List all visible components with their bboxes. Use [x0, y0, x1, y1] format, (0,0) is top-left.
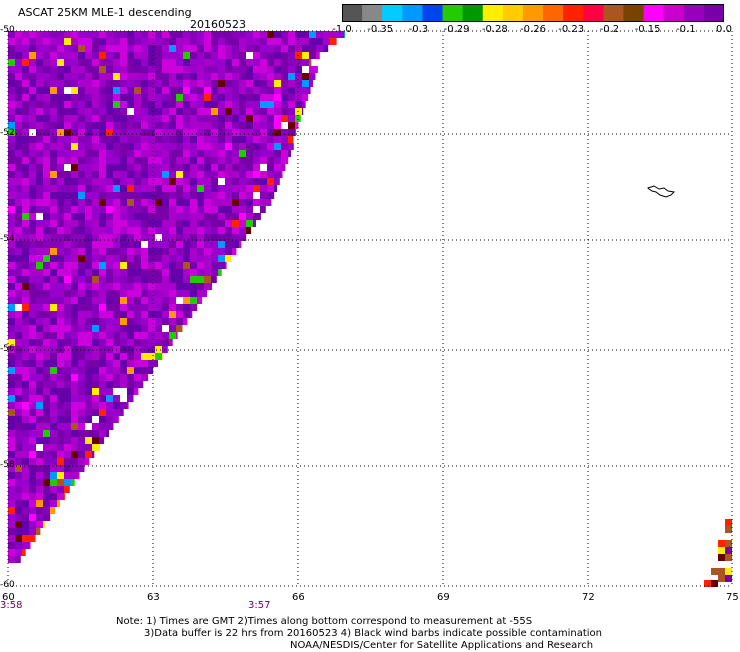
latitude-label: -58: [0, 460, 15, 470]
swath-data: [8, 31, 732, 587]
time-label: 3:58: [0, 600, 22, 611]
longitude-label: 69: [437, 592, 450, 603]
longitude-label: 63: [147, 592, 160, 603]
note-line-2: 3)Data buffer is 22 hrs from 20160523 4)…: [144, 628, 602, 640]
island-outline: [648, 186, 674, 197]
longitude-label: 72: [582, 592, 595, 603]
longitude-label: 66: [292, 592, 305, 603]
time-label: 3:57: [248, 600, 270, 611]
latitude-label: -50: [0, 25, 15, 35]
longitude-label: 75: [726, 592, 739, 603]
latitude-label: -52: [0, 128, 15, 138]
note-line-3: NOAA/NESDIS/Center for Satellite Applica…: [290, 640, 593, 652]
latitude-label: -54: [0, 234, 15, 244]
note-line-1: Note: 1) Times are GMT 2)Times along bot…: [116, 616, 532, 628]
latitude-label: -56: [0, 344, 15, 354]
latitude-label: -60: [0, 580, 15, 590]
